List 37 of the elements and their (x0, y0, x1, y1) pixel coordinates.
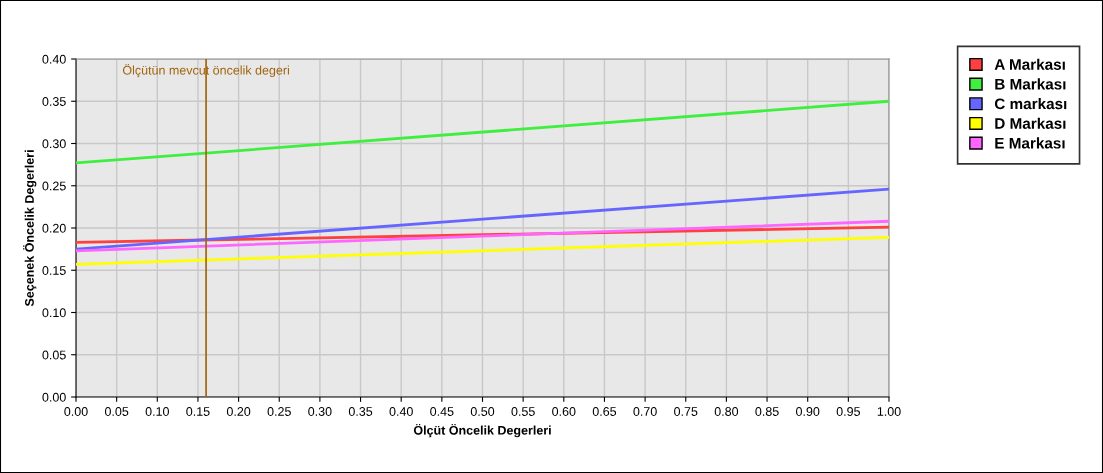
y-tick-label: 0.30 (42, 139, 66, 149)
x-tick-label: 0.75 (674, 407, 698, 416)
y-tick-label: 0.35 (42, 97, 66, 106)
x-tick-label: 0.50 (470, 407, 495, 416)
y-tick-label: 0.25 (42, 181, 66, 191)
x-tick-label: 0.65 (592, 407, 617, 416)
x-axis-title: Ölçüt Öncelik Degerleri (413, 423, 551, 438)
x-tick-label: 0.45 (430, 407, 454, 416)
x-tick-label: 0.70 (633, 407, 657, 416)
y-tick-label: 0.15 (42, 266, 66, 275)
x-tick-label: 0.85 (755, 407, 779, 416)
x-tick-label: 0.20 (226, 407, 251, 416)
x-tick-label: 0.35 (348, 407, 373, 416)
y-tick-label: 0.20 (42, 223, 66, 233)
legend-label: A Markası (994, 58, 1065, 70)
y-tick-label: 0.10 (42, 308, 66, 318)
legend-label: D Markası (995, 117, 1066, 129)
x-tick-label: 0.10 (145, 407, 169, 416)
legend-label: B Markası (995, 78, 1066, 90)
x-tick-label: 0.95 (836, 407, 860, 416)
y-tick-label: 0.00 (42, 392, 66, 402)
legend-label: E Markası (995, 137, 1065, 149)
x-tick-label: 0.40 (389, 407, 413, 416)
x-tick-label: 0.55 (511, 407, 535, 416)
x-tick-label: 0.80 (714, 407, 739, 416)
x-tick-label: 0.90 (796, 407, 820, 416)
x-tick-label: 0.00 (64, 407, 88, 416)
x-tick-label: 0.05 (104, 407, 129, 416)
y-tick-label: 0.40 (42, 54, 66, 64)
x-tick-label: 1.00 (877, 407, 901, 416)
x-tick-label: 0.60 (552, 407, 576, 416)
x-tick-label: 0.30 (308, 407, 332, 416)
x-tick-label: 0.15 (186, 407, 210, 416)
y-axis-title: Seçenek Öncelik Degerleri (23, 150, 37, 307)
legend-label: C markası (994, 98, 1067, 110)
x-tick-label: 0.25 (267, 407, 291, 416)
y-tick-label: 0.05 (42, 350, 66, 360)
